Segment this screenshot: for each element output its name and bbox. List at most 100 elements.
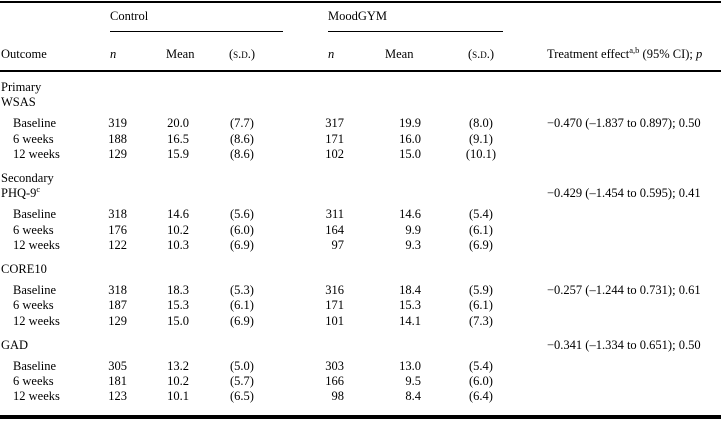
moodgym-mean-header: Mean	[385, 47, 414, 61]
cell-moodgym-n: 316	[325, 283, 344, 298]
cell-moodgym-n: 171	[325, 131, 344, 146]
cell-control-sd: (5.3)	[230, 283, 254, 298]
cell-moodgym-n: 166	[325, 374, 344, 389]
cell-control-mean: 20.0	[167, 116, 189, 131]
table-row: GAD −0.341 (–1.334 to 0.651); 0.50	[0, 338, 721, 353]
cell-control-mean: 15.3	[167, 298, 189, 313]
cell-moodgym-n: 97	[331, 237, 345, 252]
cell-control-mean: 15.0	[167, 313, 189, 328]
cell-moodgym-n: 101	[325, 313, 344, 328]
cell-moodgym-sd: (7.3)	[469, 313, 493, 328]
row-label: 6 weeks	[13, 131, 54, 146]
cell-control-sd: (5.6)	[230, 207, 254, 222]
cell-control-sd: (6.9)	[230, 313, 254, 328]
cell-moodgym-n: 98	[331, 389, 345, 404]
cell-control-sd: (6.0)	[230, 222, 254, 237]
cell-control-sd: (6.1)	[230, 298, 254, 313]
cell-control-sd: (5.7)	[230, 374, 254, 389]
table-row: 12 weeks 129 15.0 (6.9) 101 14.1 (7.3)	[0, 313, 721, 328]
treatment-effect-header-text: Treatment effect	[547, 47, 630, 61]
cell-moodgym-n: 303	[325, 358, 344, 373]
table-row: CORE10	[0, 262, 721, 277]
cell-moodgym-sd: (6.4)	[469, 389, 493, 404]
table-row: 12 weeks 122 10.3 (6.9) 97 9.3 (6.9)	[0, 238, 721, 253]
cell-moodgym-mean: 16.0	[399, 131, 421, 146]
cell-moodgym-sd: (5.9)	[469, 283, 493, 298]
table-row: WSAS	[0, 95, 721, 110]
table-row: Baseline 318 18.3 (5.3) 316 18.4 (5.9) −0.257 (…	[0, 283, 721, 298]
cell-control-n: 123	[108, 389, 127, 404]
control-group-spanner: Control	[110, 9, 283, 32]
cell-moodgym-n: 102	[325, 146, 344, 161]
cell-moodgym-mean: 14.6	[399, 207, 421, 222]
row-label: CORE10	[1, 261, 47, 276]
cell-moodgym-n: 311	[325, 207, 344, 222]
moodgym-group-cell: MoodGYM	[292, 9, 538, 32]
row-label: Baseline	[13, 358, 57, 373]
row-label: 6 weeks	[13, 374, 54, 389]
row-label: Baseline	[13, 207, 57, 222]
table-row: 6 weeks 188 16.5 (8.6) 171 16.0 (9.1)	[0, 132, 721, 147]
cell-control-mean: 10.2	[167, 374, 189, 389]
cell-moodgym-mean: 13.0	[399, 358, 421, 373]
cell-control-n: 129	[108, 146, 127, 161]
row-label: WSAS	[1, 95, 36, 110]
cell-moodgym-sd: (6.1)	[469, 222, 493, 237]
moodgym-group-spanner: MoodGYM	[328, 9, 503, 32]
cell-moodgym-mean: 15.0	[399, 146, 421, 161]
cell-treatment-effect: −0.341 (–1.334 to 0.651); 0.50	[547, 337, 701, 352]
table-row: Baseline 318 14.6 (5.6) 311 14.6 (5.4)	[0, 207, 721, 222]
control-group-cell: Control	[100, 9, 292, 32]
treatment-effect-header: Treatment effecta,b (95% CI); p	[538, 44, 721, 62]
cell-treatment-effect: −0.470 (–1.837 to 0.897); 0.50	[547, 116, 701, 131]
moodgym-sd-header: (s.d.)	[467, 47, 495, 61]
cell-control-n: 318	[108, 207, 127, 222]
cell-treatment-effect: −0.257 (–1.244 to 0.731); 0.61	[547, 283, 701, 298]
table-row: Baseline 319 20.0 (7.7) 317 19.9 (8.0) −0.470 (…	[0, 116, 721, 131]
moodgym-n-header: n	[328, 47, 335, 61]
bottom-rule	[0, 415, 721, 419]
cell-moodgym-mean: 9.5	[405, 374, 421, 389]
cell-control-n: 188	[108, 131, 127, 146]
cell-control-sd: (8.6)	[230, 146, 254, 161]
cell-control-n: 176	[108, 222, 127, 237]
cell-control-n: 305	[108, 358, 127, 373]
row-label: Baseline	[13, 283, 57, 298]
cell-control-n: 187	[108, 298, 127, 313]
cell-control-mean: 10.1	[167, 389, 189, 404]
table-row: Primary	[0, 80, 721, 95]
row-label: PHQ-9c	[1, 184, 41, 201]
moodgym-group-label: MoodGYM	[328, 9, 388, 23]
cell-control-mean: 13.2	[167, 358, 189, 373]
cell-control-n: 181	[108, 374, 127, 389]
control-sd-header: (s.d.)	[228, 47, 256, 61]
column-header-row: Outcome n Mean (s.d.) n Mean (s.d.) Trea…	[0, 44, 721, 62]
cell-control-sd: (8.6)	[230, 131, 254, 146]
cell-moodgym-mean: 9.9	[405, 222, 421, 237]
top-rule	[0, 1, 721, 3]
cell-moodgym-sd: (5.4)	[469, 358, 493, 373]
cell-moodgym-sd: (6.9)	[469, 237, 493, 252]
cell-control-mean: 14.6	[167, 207, 189, 222]
row-label: 12 weeks	[13, 146, 60, 161]
treatment-effect-header-ci: (95% CI);	[639, 47, 697, 61]
row-label: Secondary	[1, 171, 54, 186]
row-label-footnote-marker: c	[36, 184, 41, 195]
treatment-effect-footnote-marker: a,b	[629, 44, 640, 55]
cell-control-mean: 15.9	[167, 146, 189, 161]
cell-moodgym-sd: (10.1)	[465, 146, 497, 161]
cell-moodgym-n: 171	[325, 298, 344, 313]
cell-moodgym-sd: (8.0)	[469, 116, 493, 131]
cell-treatment-effect: −0.429 (–1.454 to 0.595); 0.41	[547, 186, 701, 201]
outcome-column-header: Outcome	[1, 47, 47, 61]
cell-moodgym-n: 164	[325, 222, 344, 237]
table-row: 12 weeks 123 10.1 (6.5) 98 8.4 (6.4)	[0, 389, 721, 404]
treatment-effect-header-p: p	[696, 47, 703, 61]
header-rule	[0, 70, 721, 72]
cell-moodgym-mean: 19.9	[399, 116, 421, 131]
table-row: 6 weeks 187 15.3 (6.1) 171 15.3 (6.1)	[0, 298, 721, 313]
cell-control-sd: (5.0)	[230, 358, 254, 373]
table-body: Primary WSAS Baseline 319 20.0 (7.7) 317 19.9 (8…	[0, 80, 721, 404]
cell-control-sd: (6.5)	[230, 389, 254, 404]
